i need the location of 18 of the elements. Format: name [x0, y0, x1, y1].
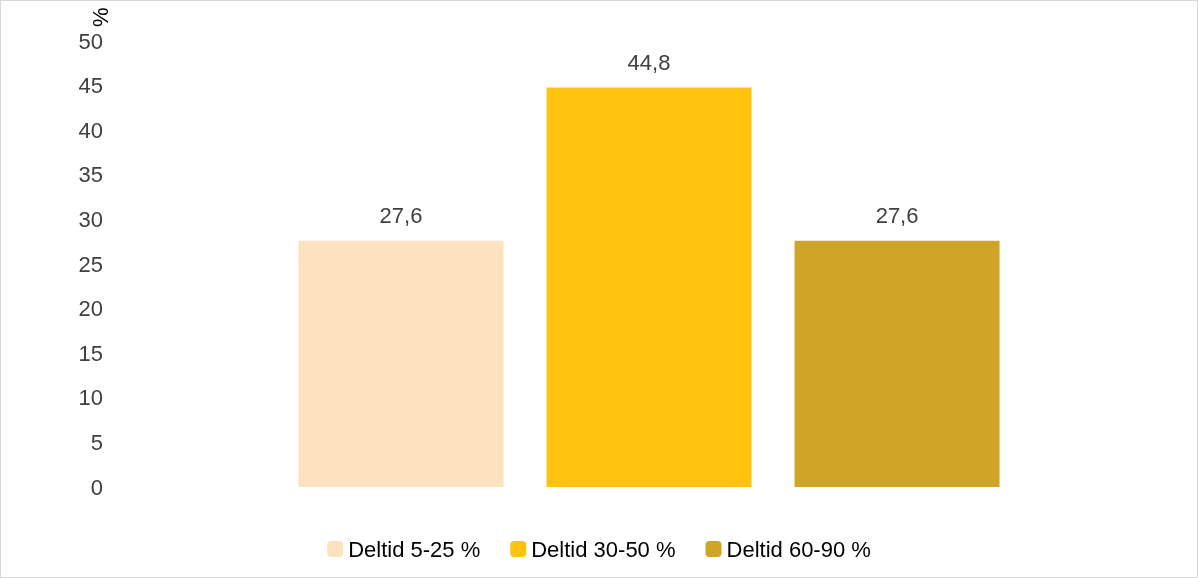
y-tick-label: 40	[78, 117, 103, 143]
data-label: 44,8	[627, 49, 671, 75]
y-tick-label: 10	[78, 385, 103, 411]
y-tick-label: 15	[78, 340, 103, 366]
legend-label: Deltid 60-90 %	[726, 536, 871, 562]
legend-label: Deltid 30-50 %	[531, 536, 676, 562]
legend-label: Deltid 5-25 %	[348, 536, 481, 562]
y-tick-label: 20	[78, 296, 103, 322]
y-tick-label: 50	[78, 28, 103, 54]
y-tick-label: 30	[78, 206, 103, 232]
y-tick-label: 5	[90, 429, 103, 455]
y-tick-label: 25	[78, 251, 103, 277]
y-axis-title: %	[87, 7, 113, 28]
y-tick-label: 45	[78, 73, 103, 99]
y-tick-label: 35	[78, 162, 103, 188]
data-label: 27,6	[379, 203, 423, 229]
data-label: 27,6	[875, 203, 919, 229]
y-tick-label: 0	[90, 474, 103, 500]
